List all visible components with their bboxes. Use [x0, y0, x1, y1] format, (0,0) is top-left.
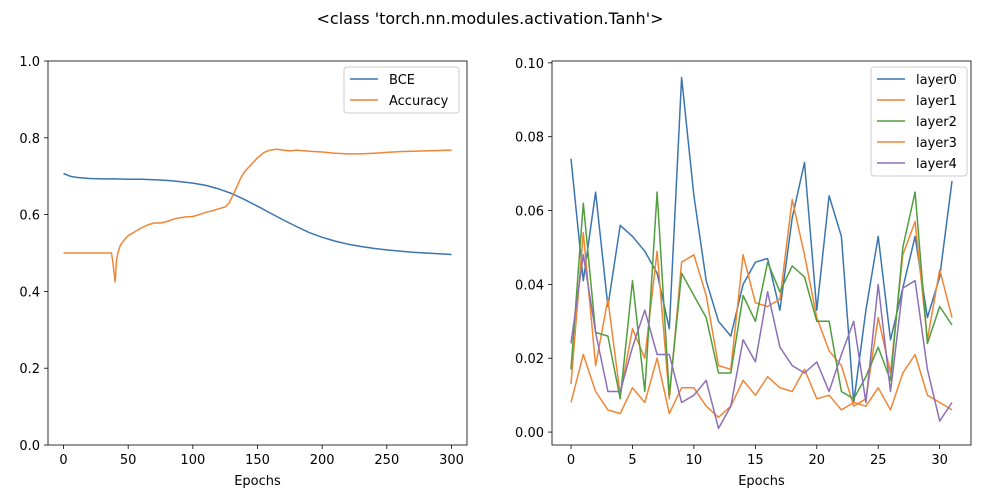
- legend-label: layer2: [916, 115, 957, 130]
- x-axis-label: Epochs: [738, 474, 785, 489]
- y-tick-label: 0.4: [19, 285, 40, 300]
- legend-label: Accuracy: [389, 94, 449, 109]
- x-tick-label: 200: [310, 453, 335, 468]
- y-tick-label: 0.02: [515, 352, 544, 367]
- legend: layer0 layer1 layer2 layer3 layer4: [870, 66, 968, 177]
- x-tick-label: 50: [120, 453, 137, 468]
- legend-label: BCE: [389, 73, 415, 88]
- figure-suptitle: <class 'torch.nn.modules.activation.Tanh…: [316, 9, 663, 28]
- x-tick-label: 20: [809, 453, 826, 468]
- series-line-layer1: [570, 198, 953, 407]
- x-axis-label: Epochs: [234, 474, 281, 489]
- x-tick-label: 5: [628, 453, 636, 468]
- series-line-bce: [63, 172, 452, 256]
- y-tick-label: 0.2: [19, 362, 40, 377]
- x-tick-label: 250: [374, 453, 399, 468]
- y-tick-label: 1.0: [19, 55, 40, 70]
- legend: BCE Accuracy: [343, 66, 460, 114]
- legend-label: layer4: [916, 157, 957, 172]
- legend-label: layer0: [916, 73, 957, 88]
- y-tick-label: 0.00: [515, 426, 544, 441]
- y-tick-label: 0.08: [515, 131, 544, 146]
- x-tick-label: 15: [747, 453, 764, 468]
- y-tick-label: 0.6: [19, 209, 40, 224]
- y-tick-label: 0.04: [515, 278, 544, 293]
- series-line-accuracy: [63, 148, 452, 283]
- layer-gradients-chart: 0 5 10 15 20 25 30 0.00 0.02 0.04 0.06 0.08 0.10 Epoc…: [515, 57, 972, 489]
- x-tick-label: 0: [567, 453, 575, 468]
- x-tick-label: 30: [931, 453, 948, 468]
- series-line-layer3: [570, 353, 953, 419]
- x-tick-label: 100: [180, 453, 205, 468]
- y-tick-label: 0.10: [515, 57, 544, 72]
- x-tick-label: 0: [59, 453, 67, 468]
- y-tick-label: 0.06: [515, 205, 544, 220]
- y-tick-label: 0.8: [19, 132, 40, 147]
- x-tick-label: 10: [686, 453, 703, 468]
- x-tick-label: 150: [245, 453, 270, 468]
- legend-box: [870, 66, 968, 177]
- x-tick-label: 25: [870, 453, 887, 468]
- bce-accuracy-chart: 0 50 100 150 200 250 300 0.0 0.2 0.4 0.6 0.8 1.0 Epoc…: [19, 55, 468, 489]
- legend-label: layer1: [916, 94, 957, 109]
- axes-frame: [551, 60, 972, 446]
- series-line-layer2: [570, 191, 953, 400]
- series-line-layer0: [570, 76, 953, 404]
- y-tick-label: 0.0: [19, 439, 40, 454]
- legend-label: layer3: [916, 136, 957, 151]
- series-line-layer4: [570, 254, 953, 430]
- x-tick-label: 300: [439, 453, 464, 468]
